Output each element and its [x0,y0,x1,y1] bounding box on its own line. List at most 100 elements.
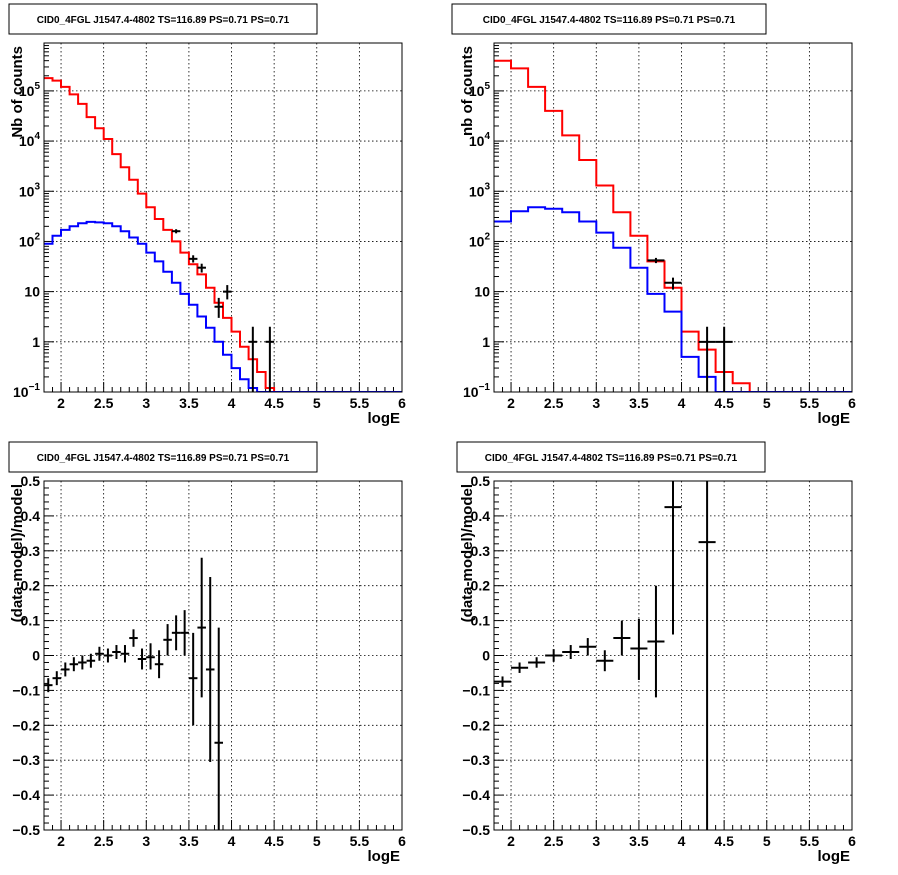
x-tick-label: 3 [592,833,600,849]
y-tick-label: −0.1 [462,682,490,698]
data-point [613,620,631,656]
y-tick-label: 1 [32,334,40,350]
x-tick-label: 4.5 [714,833,734,849]
data-point [44,678,53,693]
y-tick-label: 10−1 [13,382,40,400]
y-tick-label: −0.5 [462,822,490,838]
x-tick-label: 4 [678,395,686,411]
y-tick-label: −0.5 [12,822,40,838]
x-tick-label: 4.5 [714,395,734,411]
x-tick-label: 5.5 [350,395,370,411]
data-point [146,643,155,670]
data-point [579,638,597,656]
x-tick-label: 6 [398,395,406,411]
data-point [647,585,665,698]
y-tick-label: −0.4 [462,787,490,803]
data-point [265,326,275,392]
y-tick-label: 102 [469,231,491,249]
y-tick-label: −0.2 [12,717,40,733]
plot-frame [493,480,853,831]
y-tick-label: 105 [469,81,491,99]
data-point [52,671,62,686]
x-tick-label: 2 [57,395,65,411]
y-tick-label: 0.3 [21,543,41,559]
x-tick-label: 3.5 [179,833,199,849]
data-point [188,632,198,726]
chart-panel-4: 2 2.5 3 3.5 4 4.5 5 5.5 6 0.5 0.4 0.3 0.2 0.1 0 −0.1 −0.… [456,441,856,865]
y-tick-label: 0.2 [471,578,491,594]
data-point [545,649,563,662]
y-tick-label: 102 [19,231,41,249]
chart-title: CID0_4FGL J1547.4-4802 TS=116.89 PS=0.71… [37,453,290,464]
data-point [698,326,716,392]
data-point [95,646,104,661]
y-tick-label: 104 [19,131,41,149]
data-point [630,618,648,680]
x-tick-label: 3 [592,395,600,411]
data-point [103,648,113,663]
data-point [163,624,172,656]
plot-area [494,43,852,392]
y-tick-label: 0.1 [21,613,41,629]
x-tick-label: 3 [142,833,150,849]
data-point [197,557,206,698]
y-axis-label: (data-model)/model [459,484,476,622]
x-tick-label: 3.5 [629,833,649,849]
y-tick-label: 0 [482,648,490,664]
data-points [647,257,733,392]
x-tick-label: 6 [398,833,406,849]
data-point [205,576,215,762]
y-tick-label: 103 [19,181,41,199]
histogram-series-2 [494,206,852,392]
data-point [61,662,70,677]
data-point [664,277,682,290]
x-tick-label: 3.5 [629,395,649,411]
data-point [596,650,614,672]
data-point [248,326,258,392]
chart-panel-1: 2 2.5 3 3.5 4 4.5 5 5.5 6 10−1 1 10 102 103 104 105 logE… [8,3,406,427]
data-point [562,645,580,659]
chart-panel-2: 2 2.5 3 3.5 4 4.5 5 5.5 6 10−1 1 10 102 103 104 105 logE… [451,3,856,427]
y-tick-label: 104 [469,131,491,149]
data-points [44,557,223,830]
x-tick-label: 5 [313,395,321,411]
plot-area [44,43,402,392]
title-box [8,441,318,473]
y-axis-label: (data-model)/model [9,484,26,622]
data-point [197,263,206,273]
data-points [494,481,716,830]
x-tick-label: 2.5 [544,395,564,411]
data-point [494,676,512,687]
ticks [493,42,853,393]
x-tick-label: 2 [507,833,515,849]
data-point [171,615,181,651]
data-point [223,285,232,300]
y-tick-label: 0.1 [471,613,491,629]
x-tick-label: 6 [848,833,856,849]
x-axis-label: logE [818,848,851,865]
y-tick-label: 0 [32,648,40,664]
x-tick-label: 5.5 [350,833,370,849]
histogram-series-2 [44,220,402,392]
x-axis-label: logE [368,848,401,865]
y-tick-label: 10−1 [463,382,490,400]
y-tick-label: 0.5 [471,473,491,489]
title-box [456,441,766,473]
x-tick-label: 2.5 [94,395,114,411]
y-tick-label: −0.3 [462,752,490,768]
ticks [493,480,853,831]
x-tick-label: 5 [763,833,771,849]
histogram-series-1 [494,59,852,392]
y-axis-label: Nb of counts [9,46,26,138]
x-tick-label: 2.5 [544,833,564,849]
x-tick-label: 4 [228,395,236,411]
x-axis-label: logE [818,410,851,427]
y-tick-label: 0.5 [21,473,41,489]
y-tick-label: 0.3 [471,543,491,559]
data-point [112,645,121,659]
chart-title: CID0_4FGL J1547.4-4802 TS=116.89 PS=0.71… [37,15,290,26]
data-point [180,610,189,656]
data-point [154,650,164,679]
x-tick-label: 2 [57,833,65,849]
y-tick-label: 1 [482,334,490,350]
